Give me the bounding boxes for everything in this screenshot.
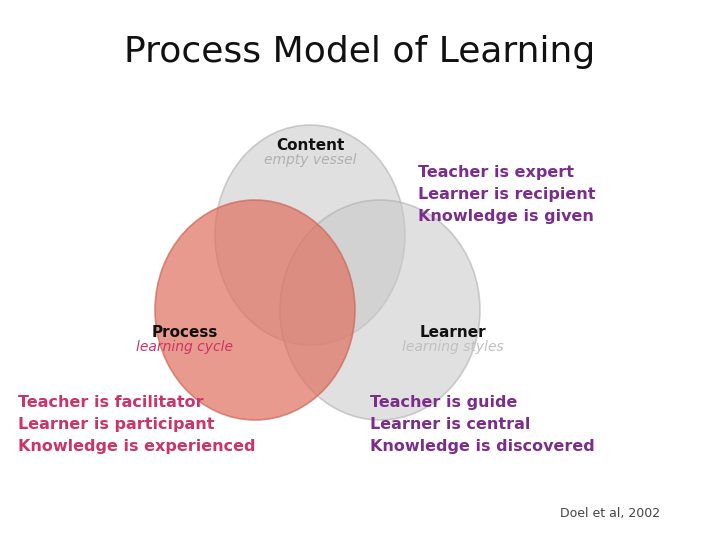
Text: Knowledge is discovered: Knowledge is discovered: [370, 439, 595, 454]
Ellipse shape: [215, 125, 405, 345]
Text: Doel et al, 2002: Doel et al, 2002: [560, 507, 660, 520]
Text: Learner: Learner: [420, 325, 486, 340]
Text: Content: Content: [276, 138, 344, 153]
Text: learning styles: learning styles: [402, 340, 504, 354]
Text: Knowledge is given: Knowledge is given: [418, 209, 594, 224]
Text: Teacher is facilitator: Teacher is facilitator: [18, 395, 204, 410]
Text: Teacher is expert: Teacher is expert: [418, 165, 574, 180]
Text: Knowledge is experienced: Knowledge is experienced: [18, 439, 256, 454]
Text: Learner is central: Learner is central: [370, 417, 531, 432]
Text: Learner is participant: Learner is participant: [18, 417, 215, 432]
Text: Teacher is guide: Teacher is guide: [370, 395, 518, 410]
Text: Process Model of Learning: Process Model of Learning: [125, 35, 595, 69]
Text: learning cycle: learning cycle: [137, 340, 233, 354]
Ellipse shape: [155, 200, 355, 420]
Text: Learner is recipient: Learner is recipient: [418, 187, 595, 202]
Text: empty vessel: empty vessel: [264, 153, 356, 167]
Text: Process: Process: [152, 325, 218, 340]
Ellipse shape: [280, 200, 480, 420]
